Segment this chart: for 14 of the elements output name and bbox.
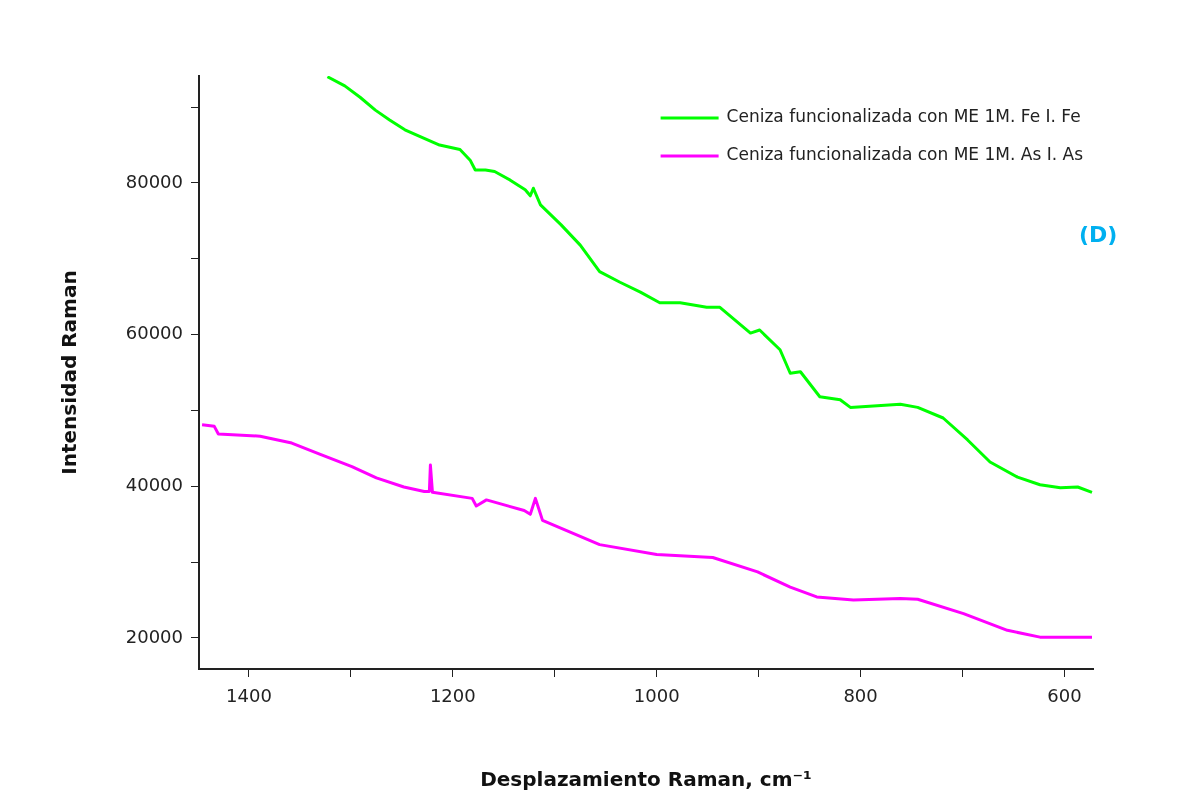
x-tick-label: 1200: [429, 685, 476, 707]
x-tick-label: 600: [1047, 685, 1082, 707]
y-tick-label: 80000: [125, 170, 183, 192]
x-tick-label: 1400: [226, 685, 272, 707]
y-axis-title: Intensidad Raman: [57, 270, 82, 475]
y-tick-label: 20000: [125, 625, 183, 647]
x-tick-label: 800: [843, 685, 878, 707]
y-tick-label: 40000: [125, 473, 183, 495]
y-tick-label: 60000: [125, 322, 183, 344]
legend-label: Ceniza funcionalizada con ME 1M. Fe I. Fe: [726, 106, 1081, 127]
legend-label: Ceniza funcionalizada con ME 1M. As I. As: [726, 144, 1084, 165]
x-tick-label: 1000: [633, 685, 680, 707]
x-axis-title: Desplazamiento Raman, cm⁻¹: [480, 767, 812, 792]
annotation: (D): [1079, 221, 1118, 247]
